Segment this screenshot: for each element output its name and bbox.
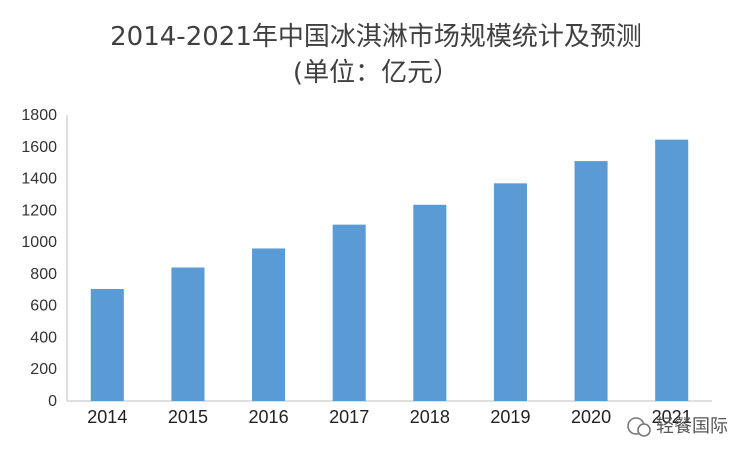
y-tick-label: 1800 [21,107,57,124]
bar-2015 [171,267,205,401]
x-tick-label: 2018 [410,407,450,427]
chart-title: 2014-2021年中国冰淇淋市场规模统计及预测 [110,22,642,52]
x-tick-labels: 2014 2015 2016 2017 2018 2019 2020 2021 [87,407,691,427]
x-tick-label: 2017 [329,407,369,427]
wechat-icon [627,417,651,437]
chart-subtitle: (单位：亿元） [292,58,460,88]
y-tick-label: 600 [30,298,57,315]
x-tick-label: 2020 [571,407,611,427]
bar-2017 [332,224,366,401]
y-tick-label: 1000 [21,234,57,251]
x-tick-label: 2014 [87,407,127,427]
y-tick-labels: 0 200 400 600 800 1000 1200 1400 1600 1800 [21,107,57,410]
watermark: 轻餐国际 [627,416,728,437]
y-tick-label: 400 [30,329,57,346]
bar-2016 [252,248,286,401]
x-tick-label: 2016 [249,407,289,427]
bar-2021 [655,139,689,401]
y-tick-label: 200 [30,361,57,378]
watermark-text: 轻餐国际 [656,416,728,437]
x-tick-label: 2021 [652,407,692,427]
bar-2018 [413,204,447,401]
x-tick-label: 2015 [168,407,208,427]
x-tick-label: 2019 [490,407,530,427]
bar-2014 [90,288,124,401]
y-tick-label: 1400 [21,171,57,188]
y-tick-label: 1200 [21,202,57,219]
y-tick-label: 0 [48,393,57,410]
bar-2020 [574,161,608,401]
y-tick-label: 1600 [21,139,57,156]
bars [90,139,689,401]
y-tick-label: 800 [30,266,57,283]
bar-2019 [493,183,527,401]
